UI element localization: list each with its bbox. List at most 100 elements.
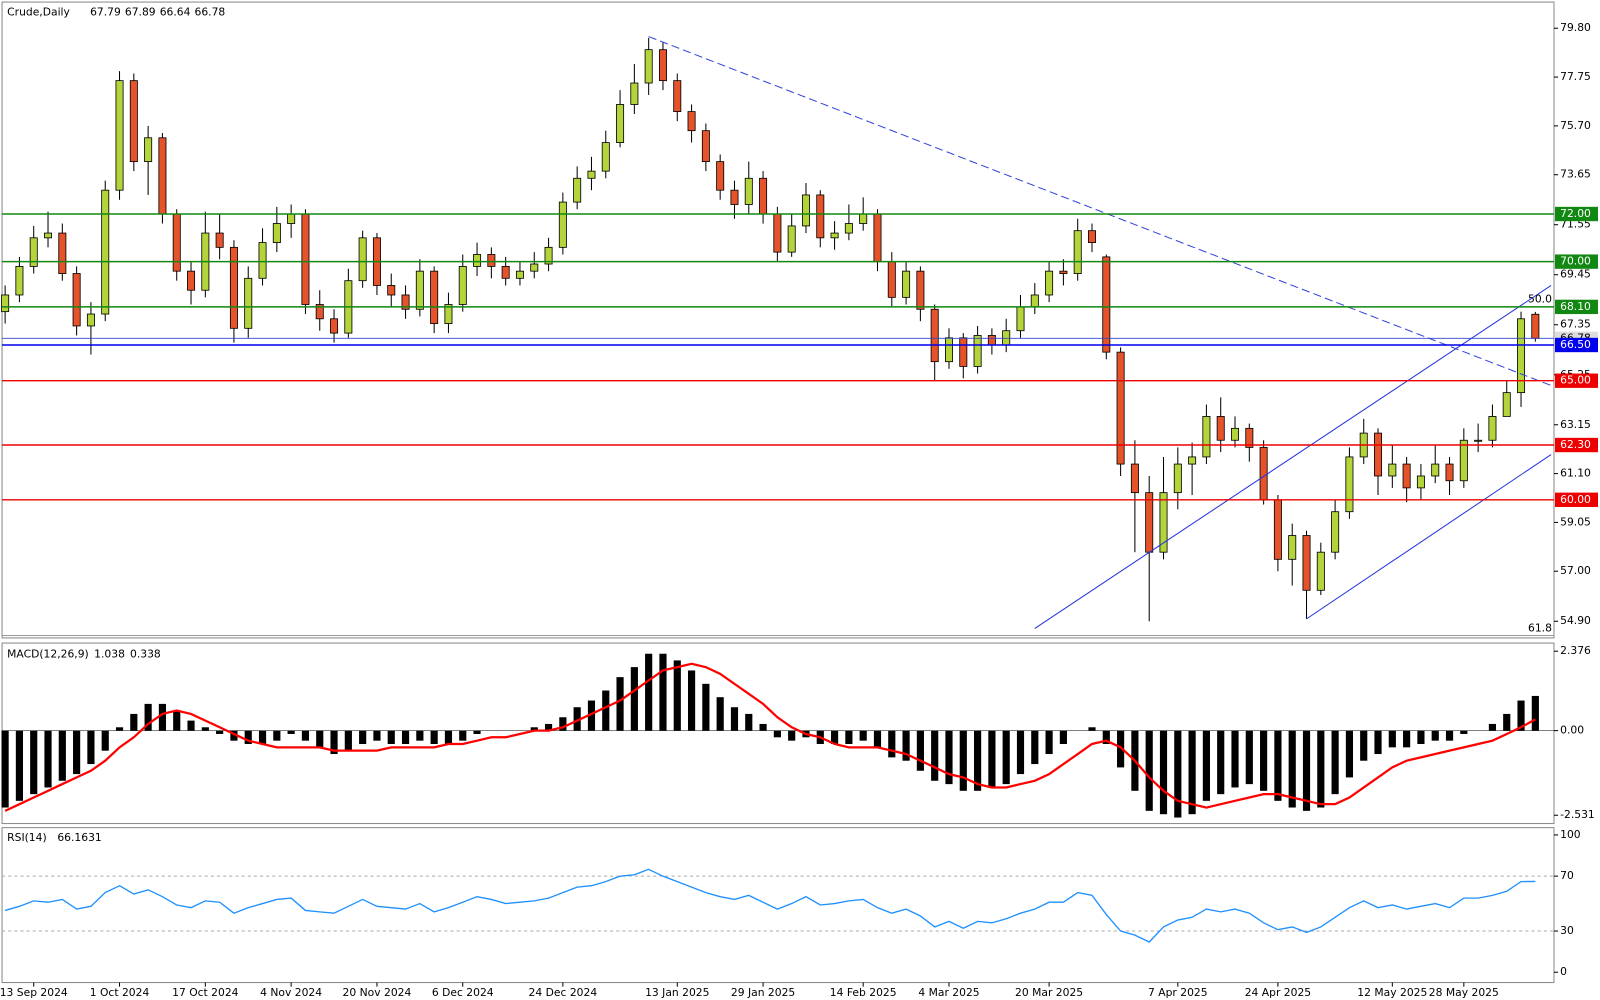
candle-body (1531, 313, 1540, 339)
macd-bar (1217, 730, 1225, 795)
signal-line (4, 662, 1536, 812)
price-panel (1, 1, 1555, 639)
macd-bar (1488, 723, 1497, 731)
macd-bar (287, 730, 295, 734)
macd-bar (201, 727, 209, 731)
candle-body (687, 111, 696, 132)
level-label: 60.00 (1560, 493, 1591, 506)
candle-body (544, 246, 553, 265)
macd-bar (1417, 730, 1425, 745)
macd-bar (1059, 730, 1067, 745)
macd-bar (344, 730, 352, 751)
candle-body (1316, 551, 1325, 591)
candle-body (72, 273, 81, 327)
macd-bar (559, 717, 567, 731)
macd-bar (1045, 730, 1053, 755)
candle-body (530, 263, 539, 272)
candle-body (1130, 463, 1139, 494)
macd-bar (158, 703, 167, 731)
candle-body (315, 304, 324, 320)
macd-bar (87, 730, 95, 765)
y-tick-label: 79.80 (1560, 21, 1591, 34)
candle-body (29, 237, 38, 267)
macd-bar (788, 730, 796, 741)
macd-bar (115, 727, 124, 731)
macd-bar (216, 730, 224, 734)
candle-body (501, 265, 510, 279)
macd-bar (244, 730, 252, 745)
candle-body (215, 232, 224, 248)
macd-bar (1331, 730, 1339, 795)
candle-body (458, 265, 467, 305)
candle-body (616, 104, 625, 143)
candle-body (716, 161, 725, 191)
candle-body (630, 82, 639, 105)
candle-body (401, 294, 410, 310)
level-label: 72.00 (1560, 207, 1591, 220)
candle-body (959, 337, 968, 367)
macd-bar (316, 730, 324, 748)
y-tick-label: 67.35 (1560, 318, 1591, 331)
macd-bar (1531, 695, 1539, 731)
x-tick-label: 29 Jan 2025 (731, 986, 795, 999)
level-box (1555, 254, 1598, 269)
candle-body (573, 177, 582, 203)
candle-body (587, 170, 596, 179)
candle-body (1045, 270, 1054, 296)
candle-body (1059, 270, 1068, 274)
candle-body (930, 308, 939, 363)
macd-bar (58, 730, 66, 781)
candle-body (844, 223, 853, 234)
y-tick-label: -2.531 (1560, 808, 1595, 821)
candle-body (1159, 492, 1168, 553)
macd-bar (30, 730, 38, 795)
macd-bar (945, 730, 953, 785)
candle-body (187, 270, 196, 291)
candle-body (387, 285, 396, 296)
macd-bar (73, 730, 81, 775)
macd-bar (373, 730, 381, 741)
macd-bar (1260, 730, 1268, 791)
macd-bar (859, 730, 867, 741)
candle-body (101, 189, 110, 315)
x-tick-label: 28 May 2025 (1429, 986, 1499, 999)
level-box (1555, 337, 1598, 353)
candle-body (144, 137, 153, 163)
rsi-panel (1, 827, 1555, 984)
candle-body (58, 232, 67, 274)
macd-bar (530, 727, 538, 731)
macd-bar (1460, 730, 1468, 734)
candle-body (1416, 475, 1425, 489)
y-tick-label: 70 (1560, 869, 1574, 882)
macd-bar (1403, 730, 1411, 748)
candle-body (859, 213, 868, 224)
macd-bar (1088, 727, 1096, 731)
y-tick-label: 2.376 (1560, 644, 1591, 657)
macd-bar (1503, 713, 1511, 731)
x-tick-label: 20 Nov 2024 (343, 986, 412, 999)
candle-body (229, 246, 238, 329)
macd-bar (1445, 730, 1454, 741)
candle-body (430, 270, 439, 324)
trendline (1306, 454, 1552, 620)
level-label: 68.10 (1560, 300, 1591, 313)
macd-bar (687, 670, 696, 731)
macd-bar (988, 730, 996, 788)
macd-bar (1274, 730, 1282, 801)
macd-bar (1374, 730, 1382, 755)
macd-bar (1245, 730, 1253, 785)
macd-bar (387, 730, 395, 745)
rsi-line (4, 868, 1536, 943)
macd-bar (916, 730, 924, 771)
candle-body (415, 270, 424, 310)
candle-body (759, 177, 768, 215)
macd-bar (416, 730, 424, 741)
candle-body (701, 130, 710, 163)
candle-body (258, 242, 267, 279)
macd-bar (630, 667, 638, 731)
candle-body (330, 318, 339, 334)
macd-bar (444, 730, 453, 745)
macd-bar (258, 730, 267, 745)
